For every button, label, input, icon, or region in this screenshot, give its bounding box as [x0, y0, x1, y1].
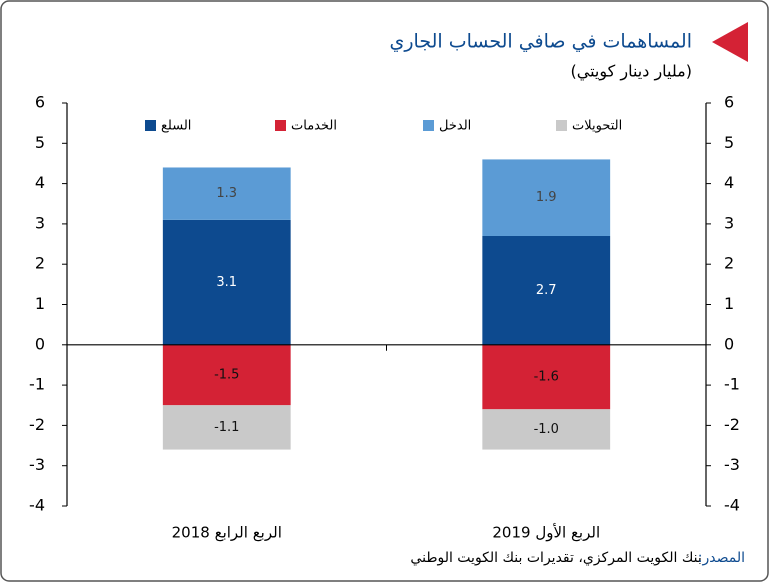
- data-label: -1.6: [534, 370, 559, 385]
- chart-title: المساهمات في صافي الحساب الجاري: [389, 31, 692, 53]
- x-tick-label: الربع الرابع 2018: [172, 524, 282, 542]
- y2-tick-label: -4: [724, 496, 740, 515]
- y2-tick-label: 4: [724, 173, 734, 192]
- source: المصدر:بنك الكويت المركزي، تقديرات بنك ا…: [410, 550, 745, 566]
- y-tick-label: -4: [29, 496, 45, 515]
- y-tick-label: 3: [35, 213, 45, 232]
- y2-tick-label: 3: [724, 213, 734, 232]
- data-label: 2.7: [536, 283, 557, 298]
- y2-tick-label: 6: [724, 93, 734, 112]
- legend-label: الدخل: [439, 119, 471, 134]
- data-label: 1.3: [216, 186, 237, 201]
- data-label: 3.1: [216, 275, 237, 290]
- bar-segment: [162, 344, 291, 406]
- y2-tick-label: -3: [724, 455, 740, 474]
- bar-segment: [162, 405, 291, 450]
- bar-segment: [482, 344, 611, 410]
- y-tick-label: -1: [29, 375, 45, 394]
- y-tick-label: 4: [35, 173, 45, 192]
- legend-swatch: [275, 120, 286, 131]
- y2-tick-label: 0: [724, 334, 734, 353]
- y2-tick-label: 5: [724, 133, 734, 152]
- legend-swatch: [145, 120, 156, 131]
- y2-tick-label: -1: [724, 375, 740, 394]
- y-tick-label: 6: [35, 93, 45, 112]
- legend-label: الخدمات: [291, 119, 337, 134]
- data-label: 1.9: [536, 190, 557, 205]
- y-tick-label: 0: [35, 334, 45, 353]
- bar-segment: [482, 235, 611, 345]
- bar-segment: [482, 159, 611, 236]
- data-label: -1.1: [214, 420, 239, 435]
- y-tick-label: -3: [29, 455, 45, 474]
- source-label: المصدر:: [698, 550, 745, 566]
- bar-segment: [482, 409, 611, 450]
- chart-subtitle: (مليار دينار كويتي): [571, 62, 692, 82]
- y-tick-label: 1: [35, 294, 45, 313]
- x-tick-label: الربع الأول 2019: [492, 523, 600, 542]
- legend-label: السلع: [161, 119, 191, 134]
- legend-label: التحويلات: [572, 119, 622, 134]
- title-marker: [712, 22, 748, 62]
- y-tick-label: 5: [35, 133, 45, 152]
- y2-tick-label: 1: [724, 294, 734, 313]
- legend-swatch: [423, 120, 434, 131]
- data-label: -1.5: [214, 368, 239, 383]
- y2-tick-label: 2: [724, 254, 734, 273]
- source-text: بنك الكويت المركزي، تقديرات بنك الكويت ا…: [410, 550, 701, 566]
- y2-tick-label: -2: [724, 415, 740, 434]
- bar-segment: [162, 219, 291, 345]
- data-label: -1.0: [534, 422, 559, 437]
- legend-swatch: [556, 120, 567, 131]
- bar-segment: [162, 167, 291, 220]
- y-tick-label: -2: [29, 415, 45, 434]
- y-tick-label: 2: [35, 254, 45, 273]
